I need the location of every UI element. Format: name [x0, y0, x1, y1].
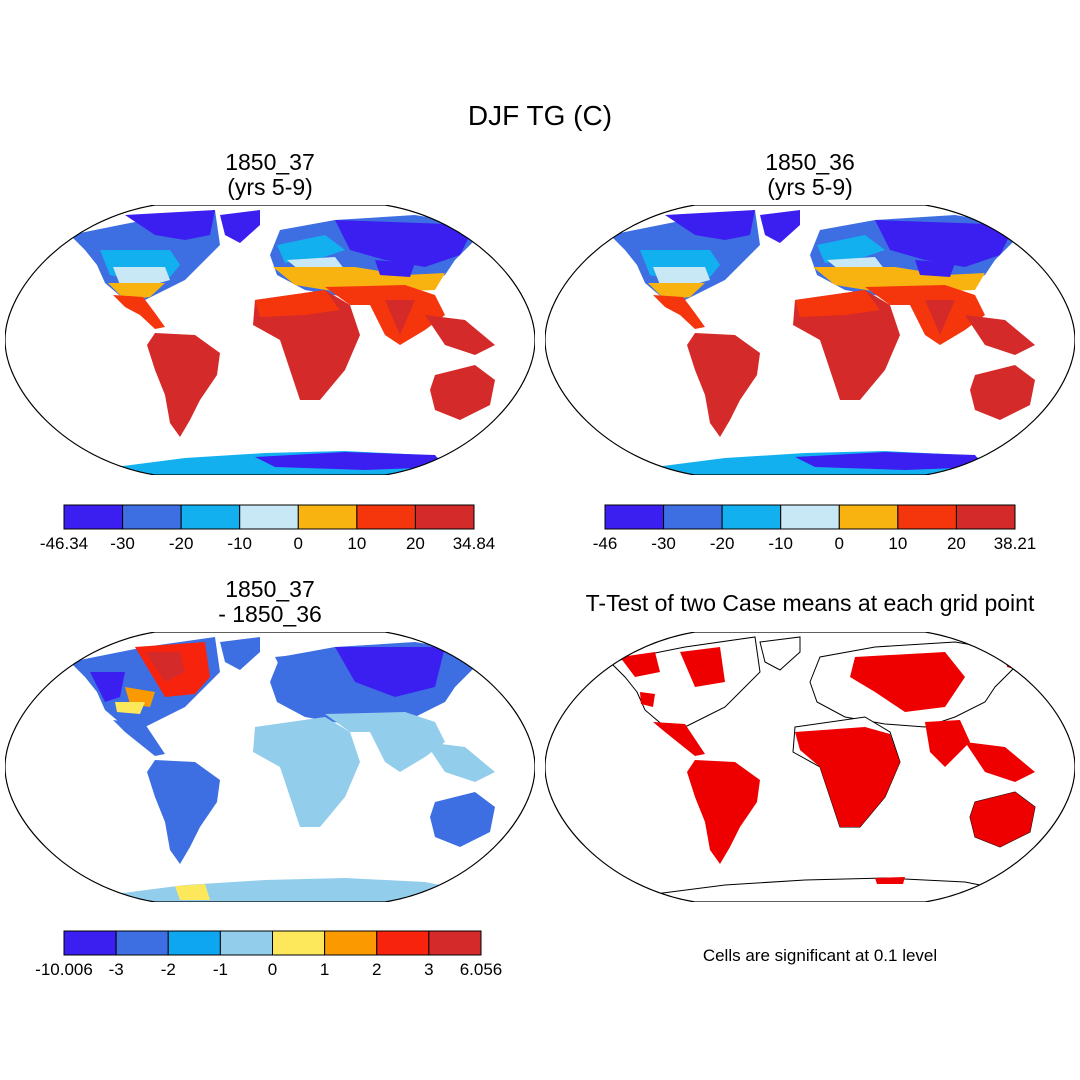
map-difference	[5, 632, 535, 902]
colorbar-tick-label: 38.21	[994, 534, 1037, 553]
colorbar-box	[180, 504, 241, 530]
panel-title-difference: 1850_37 - 1850_36	[120, 577, 420, 627]
colorbar-case2: -46 -30 -20 -10 0 10 20 38.21	[593, 504, 1036, 553]
colorbar-box	[414, 504, 475, 530]
panel-title-line2: - 1850_36	[218, 601, 322, 627]
panel-title-line2: (yrs 5-9)	[767, 174, 853, 200]
panel-title-line2: (yrs 5-9)	[227, 174, 313, 200]
panel-title-case1: 1850_37 (yrs 5-9)	[120, 150, 420, 200]
figure-title: DJF TG (C)	[467, 100, 613, 131]
colorbar-tick-label: -20	[710, 534, 735, 553]
colorbar-box	[272, 930, 326, 956]
map-ttest	[545, 632, 1075, 902]
colorbar-box	[780, 504, 840, 530]
colorbar-box	[219, 930, 273, 956]
colorbar-tick-label: -2	[161, 960, 176, 979]
colorbar-tick-label: -30	[110, 534, 135, 553]
australia-land	[430, 365, 495, 420]
colorbar-tick-label: -10	[768, 534, 793, 553]
panel-title-case2: 1850_36 (yrs 5-9)	[660, 150, 960, 200]
colorbar-box	[604, 504, 665, 530]
africa-land	[253, 290, 360, 400]
colorbar-box	[897, 504, 957, 530]
colorbar-box	[356, 504, 416, 530]
colorbar-difference: -10.006 -3 -2 -1 0 1 2 3 6.056	[35, 930, 502, 979]
colorbar-box	[167, 930, 221, 956]
colorbar-box	[63, 930, 117, 956]
map-case1	[5, 205, 535, 475]
colorbar-tick-label: 0	[835, 534, 844, 553]
panel-title-line1: 1850_37	[225, 576, 315, 602]
colorbar-tick-label: 0	[268, 960, 277, 979]
colorbar-tick-label: 20	[406, 534, 425, 553]
colorbar-tick-label: -46.34	[40, 534, 88, 553]
colorbar-box	[376, 930, 430, 956]
panel-title-ttest: T-Test of two Case means at each grid po…	[585, 590, 1035, 616]
colorbar-box	[297, 504, 358, 530]
colorbar-tick-label: 10	[888, 534, 907, 553]
colorbar-tick-label: -3	[109, 960, 124, 979]
colorbar-box	[955, 504, 1016, 530]
south-america-land	[147, 333, 220, 437]
colorbar-tick-label: 3	[424, 960, 433, 979]
greenland-land	[220, 210, 260, 243]
colorbar-box	[63, 504, 124, 530]
colorbar-tick-label: -30	[651, 534, 676, 553]
colorbar-tick-label: 2	[372, 960, 381, 979]
colorbar-box	[324, 930, 378, 956]
colorbar-box	[721, 504, 782, 530]
colorbar-case1: -46.34 -30 -20 -10 0 10 20 34.84	[40, 504, 495, 553]
colorbar-box	[428, 930, 482, 956]
colorbar-tick-label: 20	[947, 534, 966, 553]
colorbar-box	[239, 504, 299, 530]
panel-title-line1: 1850_36	[765, 149, 855, 175]
colorbar-tick-label: -10	[227, 534, 252, 553]
colorbar-tick-label: 34.84	[453, 534, 496, 553]
colorbar-tick-label: -46	[593, 534, 618, 553]
colorbar-tick-label: 6.056	[460, 960, 503, 979]
significance-note: Cells are significant at 0.1 level	[702, 946, 938, 965]
colorbar-tick-label: 0	[294, 534, 303, 553]
colorbar-tick-label: -1	[213, 960, 228, 979]
colorbar-box	[122, 504, 182, 530]
colorbar-tick-label: 1	[320, 960, 329, 979]
colorbar-tick-label: 10	[347, 534, 366, 553]
colorbar-box	[663, 504, 723, 530]
panel-title-line1: 1850_37	[225, 149, 315, 175]
colorbar-box	[838, 504, 899, 530]
colorbar-tick-label: -20	[169, 534, 194, 553]
map-case2	[545, 205, 1075, 475]
colorbar-box	[115, 930, 169, 956]
colorbar-tick-label: -10.006	[35, 960, 93, 979]
